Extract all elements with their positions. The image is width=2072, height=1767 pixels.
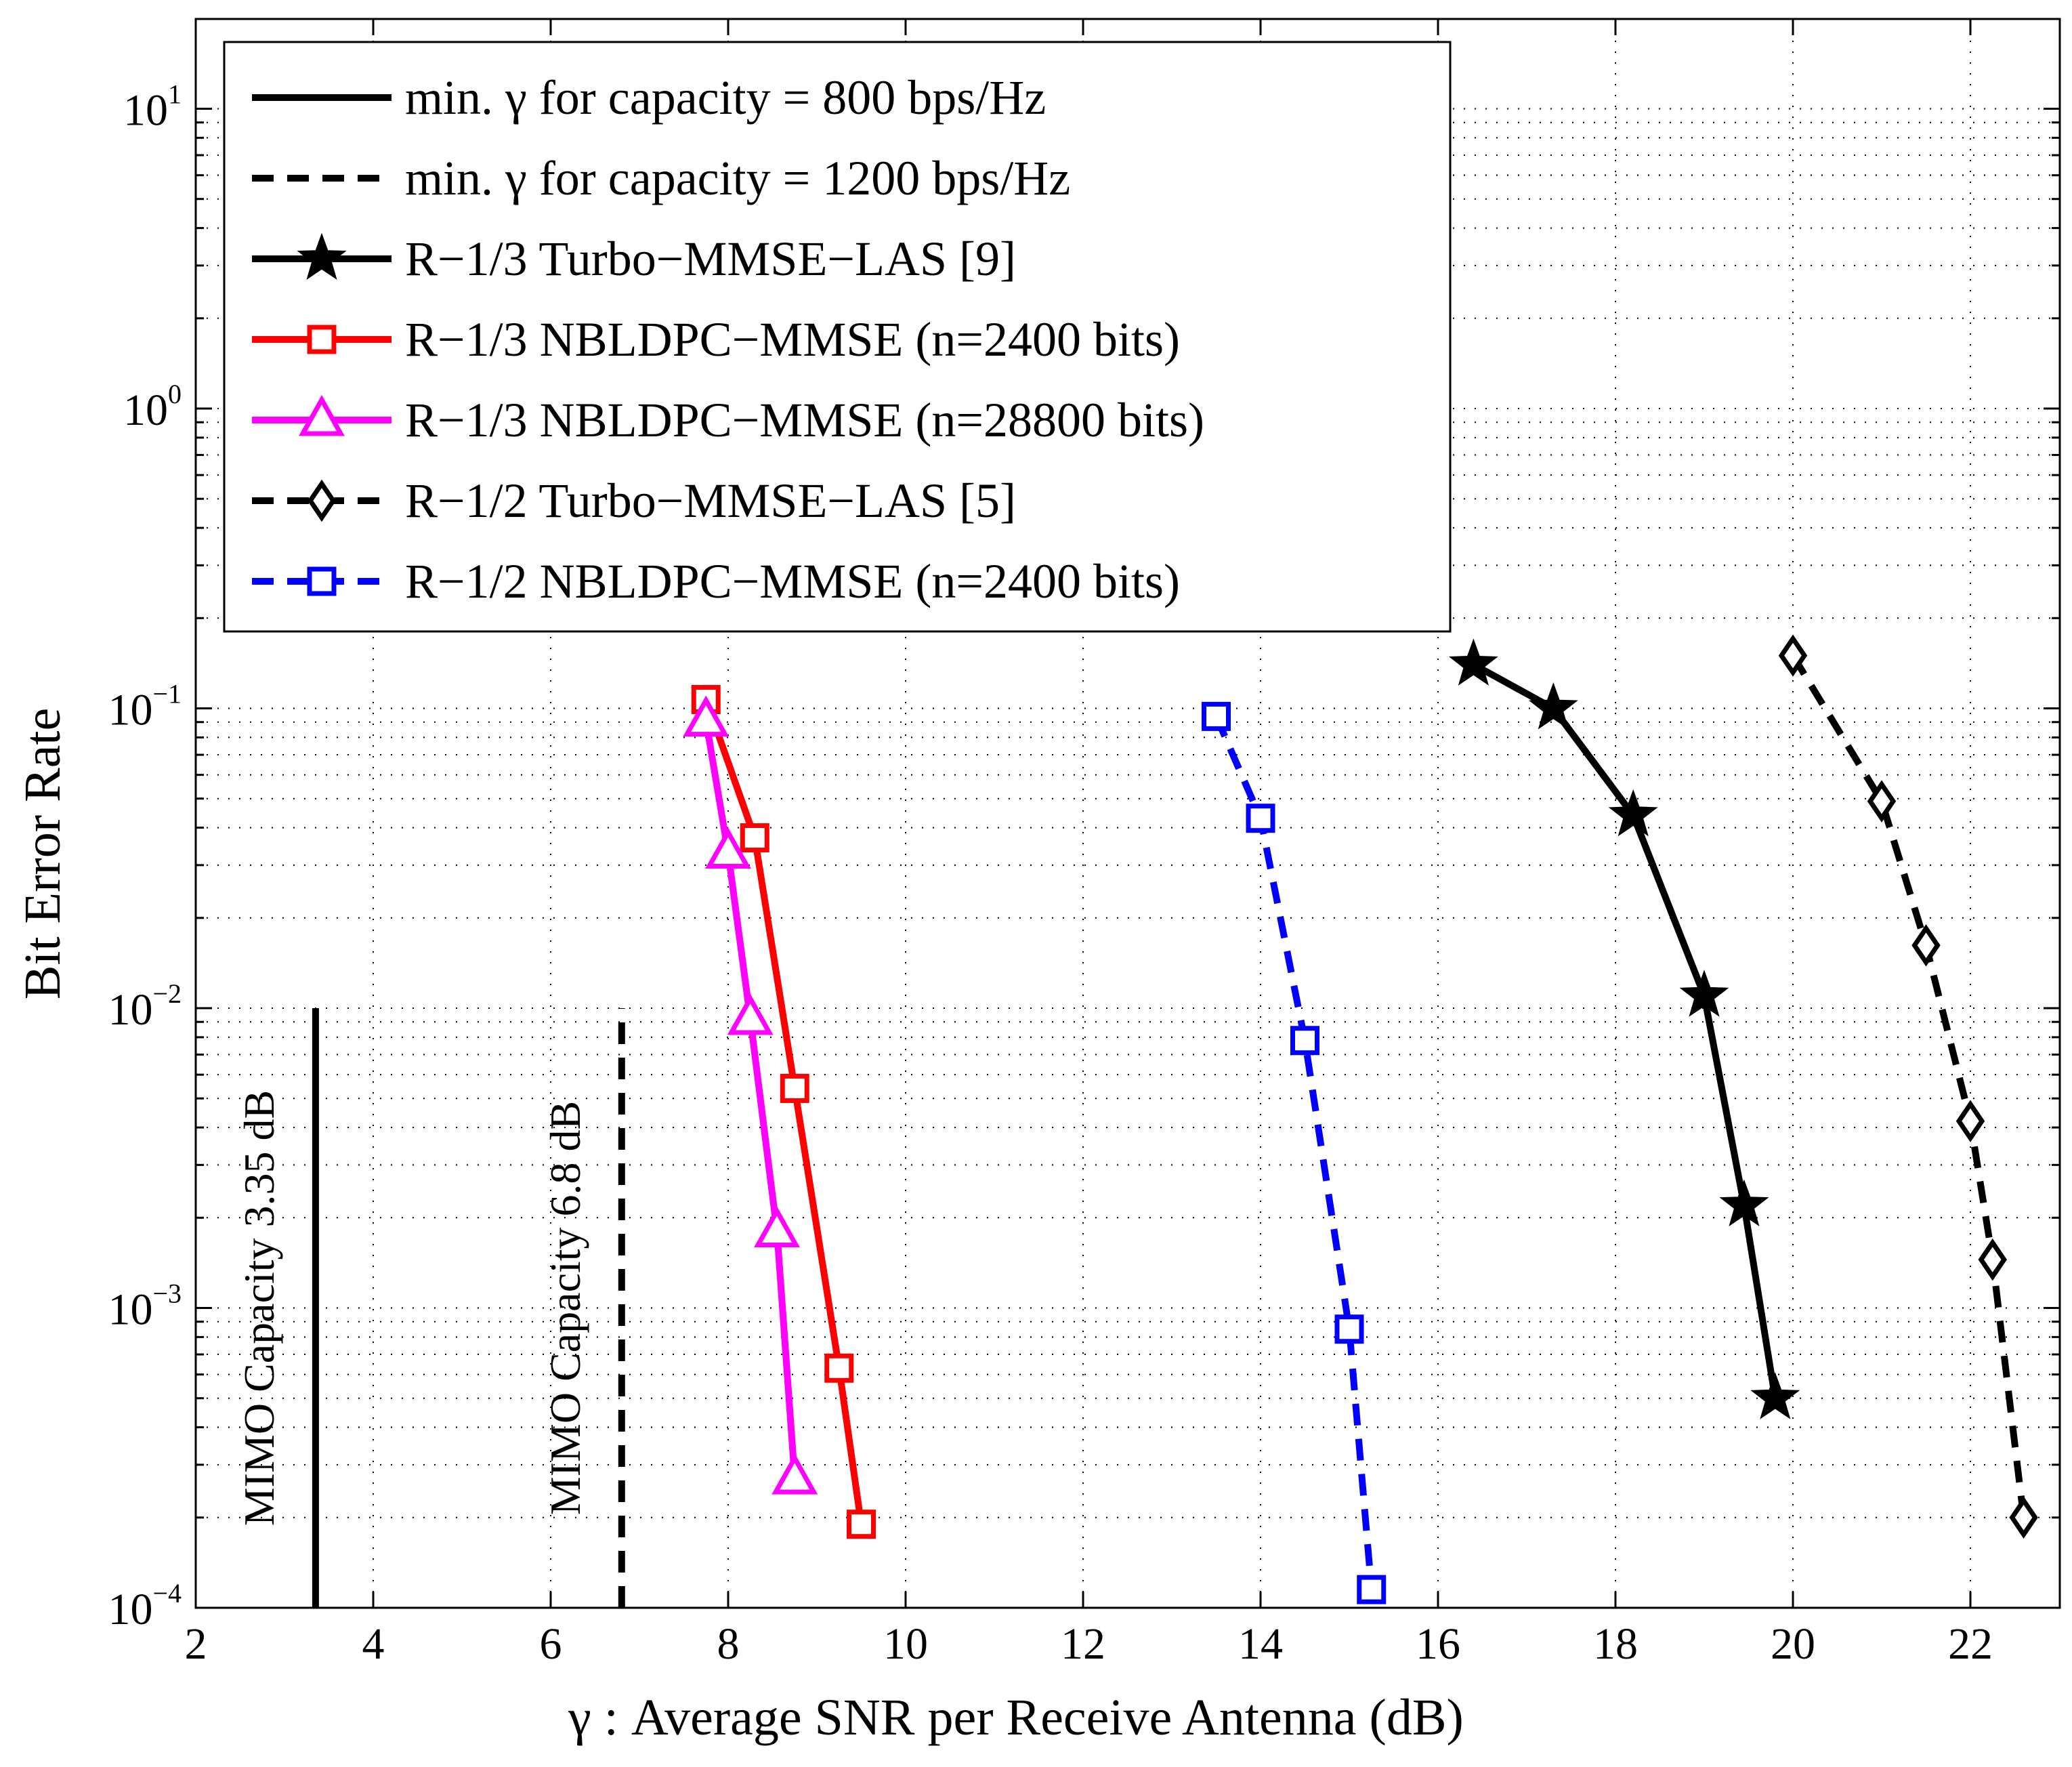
x-tick-label: 8 <box>717 1619 740 1669</box>
square-marker <box>847 1510 876 1539</box>
y-tick-label: 10−2 <box>108 978 182 1035</box>
y-tick-label: 101 <box>123 79 182 136</box>
x-tick-label: 4 <box>362 1619 385 1669</box>
x-axis-label: γ : Average SNR per Receive Antenna (dB) <box>568 1689 1464 1746</box>
plot-frame <box>194 18 2061 1609</box>
star-marker <box>1719 1179 1769 1227</box>
legend-label: R−1/2 NBLDPC−MMSE (n=2400 bits) <box>405 554 1180 608</box>
y-tick-exponent: −1 <box>152 679 182 709</box>
triangle-marker <box>771 1453 818 1495</box>
star-marker <box>1528 682 1578 730</box>
series-line <box>1790 653 2027 1518</box>
x-tick-label: 6 <box>540 1619 562 1669</box>
star-marker <box>1448 638 1498 686</box>
triangle-marker <box>705 827 751 869</box>
x-tick-label: 20 <box>1771 1619 1815 1669</box>
annotation-layer: MIMO Capacity 3.35 dB MIMO Capacity 6.8 d… <box>235 1090 589 1526</box>
capacity-annotation: MIMO Capacity 3.35 dB <box>235 1090 283 1526</box>
series-6 <box>1778 634 2038 1539</box>
triangle-marker <box>683 695 730 737</box>
star-marker <box>1750 1372 1800 1419</box>
y-tick-label: 100 <box>123 379 182 435</box>
square-marker <box>1357 1575 1387 1604</box>
legend-label: R−1/3 NBLDPC−MMSE (n=2400 bits) <box>405 312 1180 367</box>
diamond-marker <box>1978 1238 2007 1281</box>
legend-label: R−1/3 Turbo−MMSE−LAS [9] <box>405 232 1016 286</box>
capacity-annotation: MIMO Capacity 6.8 dB <box>541 1101 589 1516</box>
x-tick-label: 10 <box>883 1619 928 1669</box>
legend-entry-3: R−1/3 Turbo−MMSE−LAS [9] <box>252 232 1016 286</box>
legend-entry-6: R−1/2 Turbo−MMSE−LAS [5] <box>252 474 1016 528</box>
legend-label: R−1/3 NBLDPC−MMSE (n=28800 bits) <box>405 393 1204 447</box>
legend-entry-7: R−1/2 NBLDPC−MMSE (n=2400 bits) <box>252 554 1180 608</box>
square-marker <box>307 325 337 354</box>
diamond-marker <box>1955 1100 1985 1142</box>
x-tick-label: 2 <box>185 1619 207 1669</box>
series-7 <box>1202 701 1387 1604</box>
legend-box <box>223 41 1452 633</box>
diamond-marker <box>1867 780 1897 823</box>
legend-entry-4: R−1/3 NBLDPC−MMSE (n=2400 bits) <box>252 312 1180 367</box>
triangle-marker <box>299 394 345 436</box>
diamond-marker <box>1911 924 1941 967</box>
series-4 <box>691 684 876 1539</box>
y-tick-label: 10−4 <box>108 1578 182 1634</box>
legend-label: R−1/2 Turbo−MMSE−LAS [5] <box>405 474 1016 528</box>
y-tick-exponent: −3 <box>152 1279 182 1309</box>
star-marker <box>1679 970 1729 1017</box>
x-tick-label: 18 <box>1593 1619 1638 1669</box>
y-tick-label: 10−3 <box>108 1279 182 1335</box>
square-marker <box>780 1073 809 1103</box>
legend-entry-1: min. γ for capacity = 800 bps/Hz <box>252 70 1046 125</box>
series-layer <box>312 634 2038 1608</box>
y-tick-base: 10 <box>108 1585 152 1634</box>
square-marker <box>1246 804 1275 833</box>
y-tick-exponent: 1 <box>168 79 182 110</box>
square-marker <box>740 823 769 853</box>
legend-entry-2: min. γ for capacity = 1200 bps/Hz <box>252 151 1070 205</box>
y-tick-exponent: −4 <box>152 1578 182 1608</box>
x-tick-label: 12 <box>1061 1619 1105 1669</box>
x-tick-label: 22 <box>1948 1619 1993 1669</box>
y-tick-base: 10 <box>108 985 152 1035</box>
triangle-marker <box>754 1206 801 1248</box>
square-marker <box>1202 701 1231 731</box>
y-tick-base: 10 <box>108 686 152 735</box>
square-marker <box>824 1353 854 1383</box>
y-tick-base: 10 <box>123 86 168 136</box>
star-marker <box>297 232 347 280</box>
diamond-marker <box>307 479 337 522</box>
diamond-marker <box>1778 634 1808 677</box>
legend-label: min. γ for capacity = 800 bps/Hz <box>405 70 1046 125</box>
y-tick-base: 10 <box>123 386 168 435</box>
star-marker <box>1608 789 1658 837</box>
legend-entry-5: R−1/3 NBLDPC−MMSE (n=28800 bits) <box>252 393 1204 447</box>
triangle-marker <box>727 993 774 1035</box>
y-tick-label: 10−1 <box>108 679 182 735</box>
y-tick-exponent: −2 <box>152 978 182 1009</box>
y-tick-base: 10 <box>108 1285 152 1335</box>
x-tick-label: 16 <box>1416 1619 1460 1669</box>
legend: min. γ for capacity = 800 bps/Hz min. γ f… <box>223 41 1452 633</box>
series-3 <box>1448 638 1800 1419</box>
legend-label: min. γ for capacity = 1200 bps/Hz <box>405 151 1070 205</box>
square-marker <box>1334 1314 1364 1344</box>
y-axis-label: Bit Error Rate <box>14 708 71 1000</box>
series-5 <box>683 695 818 1495</box>
square-marker <box>1290 1026 1319 1056</box>
diamond-marker <box>2009 1496 2038 1539</box>
square-marker <box>307 566 337 596</box>
x-tick-label: 14 <box>1238 1619 1283 1669</box>
y-tick-exponent: 0 <box>168 379 182 409</box>
